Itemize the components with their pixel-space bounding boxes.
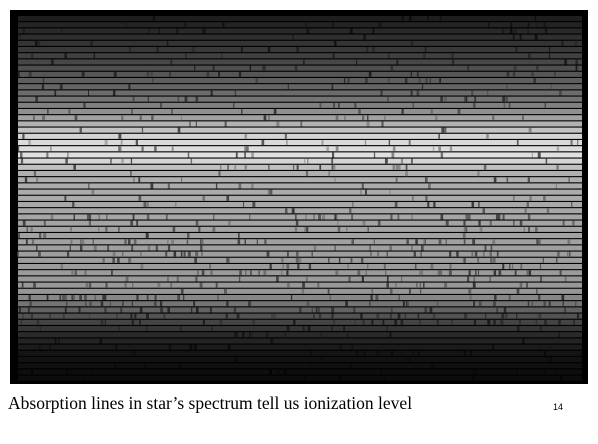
- spectrum-strip: [18, 127, 582, 133]
- spectrum-strip: [18, 47, 582, 53]
- spectrum-strip: [18, 53, 582, 59]
- spectrum-strip: [18, 239, 582, 245]
- spectrum-strip: [18, 319, 582, 325]
- spectrum-strip: [18, 276, 582, 282]
- spectrum-strip: [18, 326, 582, 332]
- spectrum-strip: [18, 84, 582, 90]
- spectrum-strip: [18, 71, 582, 77]
- spectrum-strip: [18, 152, 582, 158]
- spectrum-strip: [18, 344, 582, 350]
- spectrum-strip: [18, 59, 582, 65]
- spectrum-image: [10, 10, 588, 384]
- spectrum-strip: [18, 214, 582, 220]
- spectrum-strip: [18, 195, 582, 201]
- spectrum-strip: [18, 140, 582, 146]
- spectrum-strip: [18, 369, 582, 375]
- spectrum-strip: [18, 16, 582, 22]
- spectrum-strip: [18, 183, 582, 189]
- spectrum-strip: [18, 109, 582, 115]
- spectrum-strip: [18, 28, 582, 34]
- spectrum-strip: [18, 313, 582, 319]
- spectrum-strip: [18, 115, 582, 121]
- caption: Absorption lines in star’s spectrum tell…: [8, 393, 413, 413]
- spectrum-strip: [18, 350, 582, 356]
- spectrum-strip: [18, 363, 582, 369]
- spectrum-strip: [18, 301, 582, 307]
- spectrum-strip: [18, 245, 582, 251]
- spectrum-strip: [18, 208, 582, 214]
- spectrum-strip: [18, 146, 582, 152]
- spectrum-strip: [18, 102, 582, 108]
- spectrum-strip: [18, 90, 582, 96]
- spectrum-rows: [17, 16, 582, 381]
- spectrum-strip: [18, 121, 582, 127]
- spectrum-strip: [18, 220, 582, 226]
- page-number: 14: [553, 402, 564, 412]
- spectrum-strip: [18, 177, 582, 183]
- spectrum-strip: [18, 264, 582, 270]
- spectrum-strip: [18, 338, 582, 344]
- spectrum-strip: [18, 202, 582, 208]
- spectrum-strip: [18, 375, 582, 381]
- spectrum-strip: [18, 65, 582, 71]
- spectrum-strip: [18, 78, 582, 84]
- spectrum-strip: [18, 357, 582, 363]
- spectrum-strip: [18, 226, 582, 232]
- spectrum-strip: [18, 295, 582, 301]
- spectrum-strip: [18, 288, 582, 294]
- spectrum-strip: [18, 158, 582, 164]
- spectrum-strip: [18, 189, 582, 195]
- spectrum-strip: [18, 270, 582, 276]
- spectrum-strip: [18, 133, 582, 139]
- spectrum-strip: [18, 96, 582, 102]
- spectrum-strip: [18, 233, 582, 239]
- spectrum-strip: [18, 164, 582, 170]
- spectrum-strip: [18, 34, 582, 40]
- spectrum-strip: [18, 40, 582, 46]
- spectrum-strip: [18, 332, 582, 338]
- spectrum-strip: [18, 282, 582, 288]
- spectrum-strip: [18, 22, 582, 28]
- spectrum-strip: [18, 171, 582, 177]
- spectrum-strip: [18, 251, 582, 257]
